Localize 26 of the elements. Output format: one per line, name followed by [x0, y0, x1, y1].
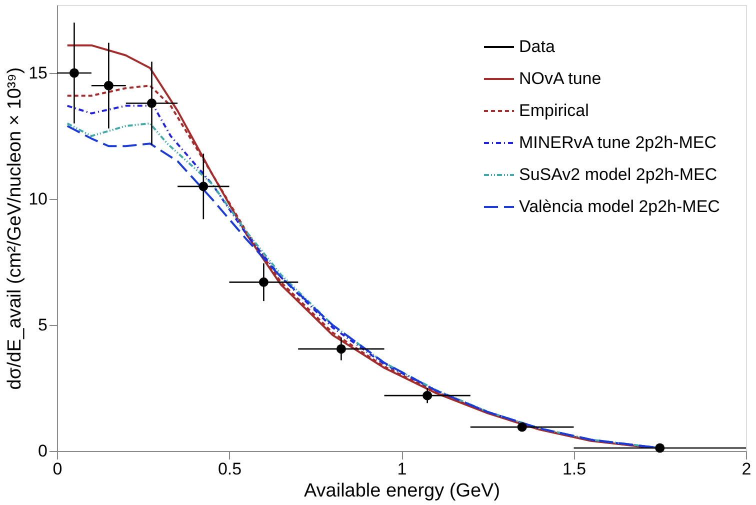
point [198, 182, 208, 192]
legend-label: València model 2p2h-MEC [519, 197, 720, 216]
x-tick-label: 0.5 [218, 460, 242, 478]
point [258, 277, 268, 287]
point [655, 443, 665, 453]
y-tick-label: 10 [28, 190, 48, 209]
legend-label: Empirical [519, 101, 589, 120]
legend-label: Data [519, 37, 556, 56]
legend-label: SuSAv2 model 2p2h-MEC [519, 165, 718, 184]
x-tick-label: 1 [397, 460, 407, 478]
point [517, 422, 527, 432]
legend-label: NOvA tune [519, 69, 602, 88]
point [422, 390, 432, 400]
x-tick-label: 2 [742, 460, 752, 478]
y-tick-label: 15 [28, 64, 48, 83]
x-axis-title: Available energy (GeV) [304, 480, 500, 502]
point [69, 68, 79, 78]
point [146, 98, 156, 108]
y-tick-label: 0 [38, 442, 48, 460]
x-tick-label: 1.5 [562, 460, 586, 478]
point [336, 344, 346, 354]
point [104, 80, 114, 90]
y-axis-title: dσ/dE_avail (cm²/GeV/nucleon × 10³⁹) [4, 67, 26, 390]
y-tick-label: 5 [38, 316, 48, 335]
legend-label: MINERvA tune 2p2h-MEC [519, 133, 716, 152]
x-tick-label: 0 [52, 460, 62, 478]
